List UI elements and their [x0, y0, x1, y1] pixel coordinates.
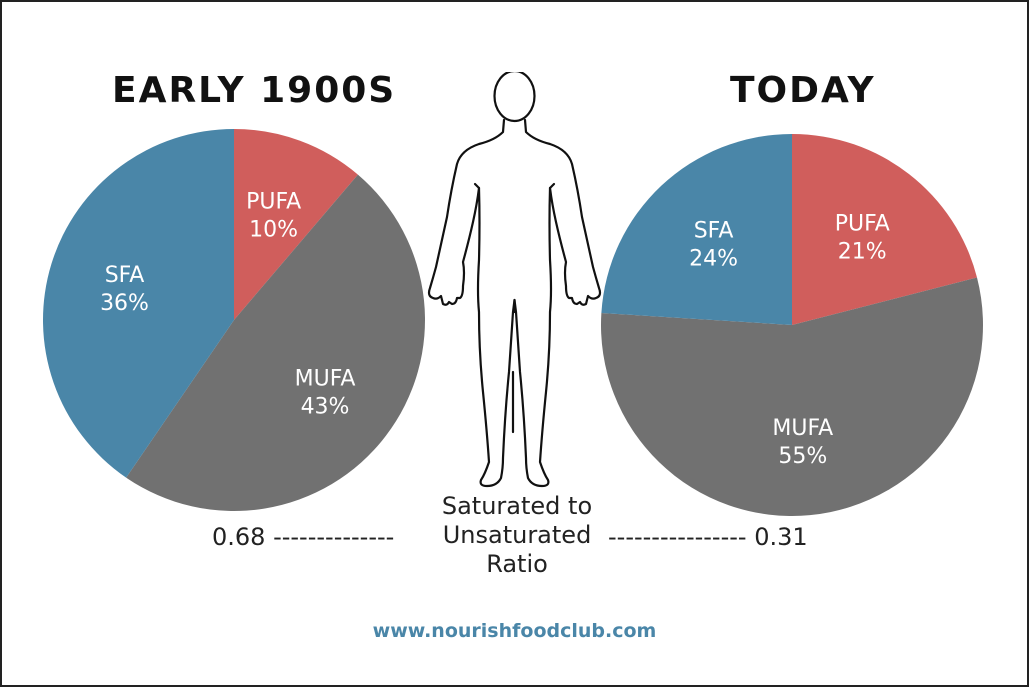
- slice-value-mufa: 55%: [778, 444, 827, 469]
- slice-value-sfa: 24%: [689, 246, 738, 271]
- ratio-label-line-3: Ratio: [486, 550, 548, 578]
- chart-title-right: TODAY: [730, 70, 876, 111]
- pie-slice-mufa: [601, 277, 983, 516]
- slice-value-pufa: 10%: [249, 217, 298, 242]
- pie-slice-mufa: [126, 174, 425, 511]
- slice-value-pufa: 21%: [838, 239, 887, 264]
- slice-label-mufa: MUFA: [295, 367, 356, 392]
- chart-title-left: EARLY 1900S: [112, 70, 397, 111]
- slice-label-pufa: PUFA: [835, 211, 890, 236]
- pie-slice-pufa: [234, 129, 358, 320]
- pie-slice-pufa: [792, 134, 977, 325]
- slice-label-mufa: MUFA: [772, 416, 833, 441]
- slice-value-sfa: 36%: [100, 291, 149, 316]
- ratio-label-line-1: Saturated to: [441, 492, 593, 520]
- ratio-label-line-2: Unsaturated: [442, 521, 592, 549]
- pie-chart-early-1900s: PUFA 10% MUFA 43% SFA 36%: [42, 129, 425, 511]
- slice-value-mufa: 43%: [301, 395, 350, 420]
- pie-slice-sfa: [601, 134, 792, 325]
- slice-label-pufa: PUFA: [246, 189, 301, 214]
- ratio-label: Saturated to Unsaturated Ratio: [422, 492, 612, 579]
- pie-chart-today: PUFA 21% MUFA 55% SFA 24%: [601, 134, 983, 516]
- ratio-value-left: 0.68 --------------: [212, 523, 395, 551]
- slice-label-sfa: SFA: [105, 263, 145, 288]
- human-body-outline-icon: [427, 72, 602, 488]
- slice-label-sfa: SFA: [694, 218, 734, 243]
- ratio-value-right: ---------------- 0.31: [608, 523, 808, 551]
- website-url[interactable]: www.nourishfoodclub.com: [372, 620, 657, 642]
- pie-slice-sfa: [42, 129, 234, 478]
